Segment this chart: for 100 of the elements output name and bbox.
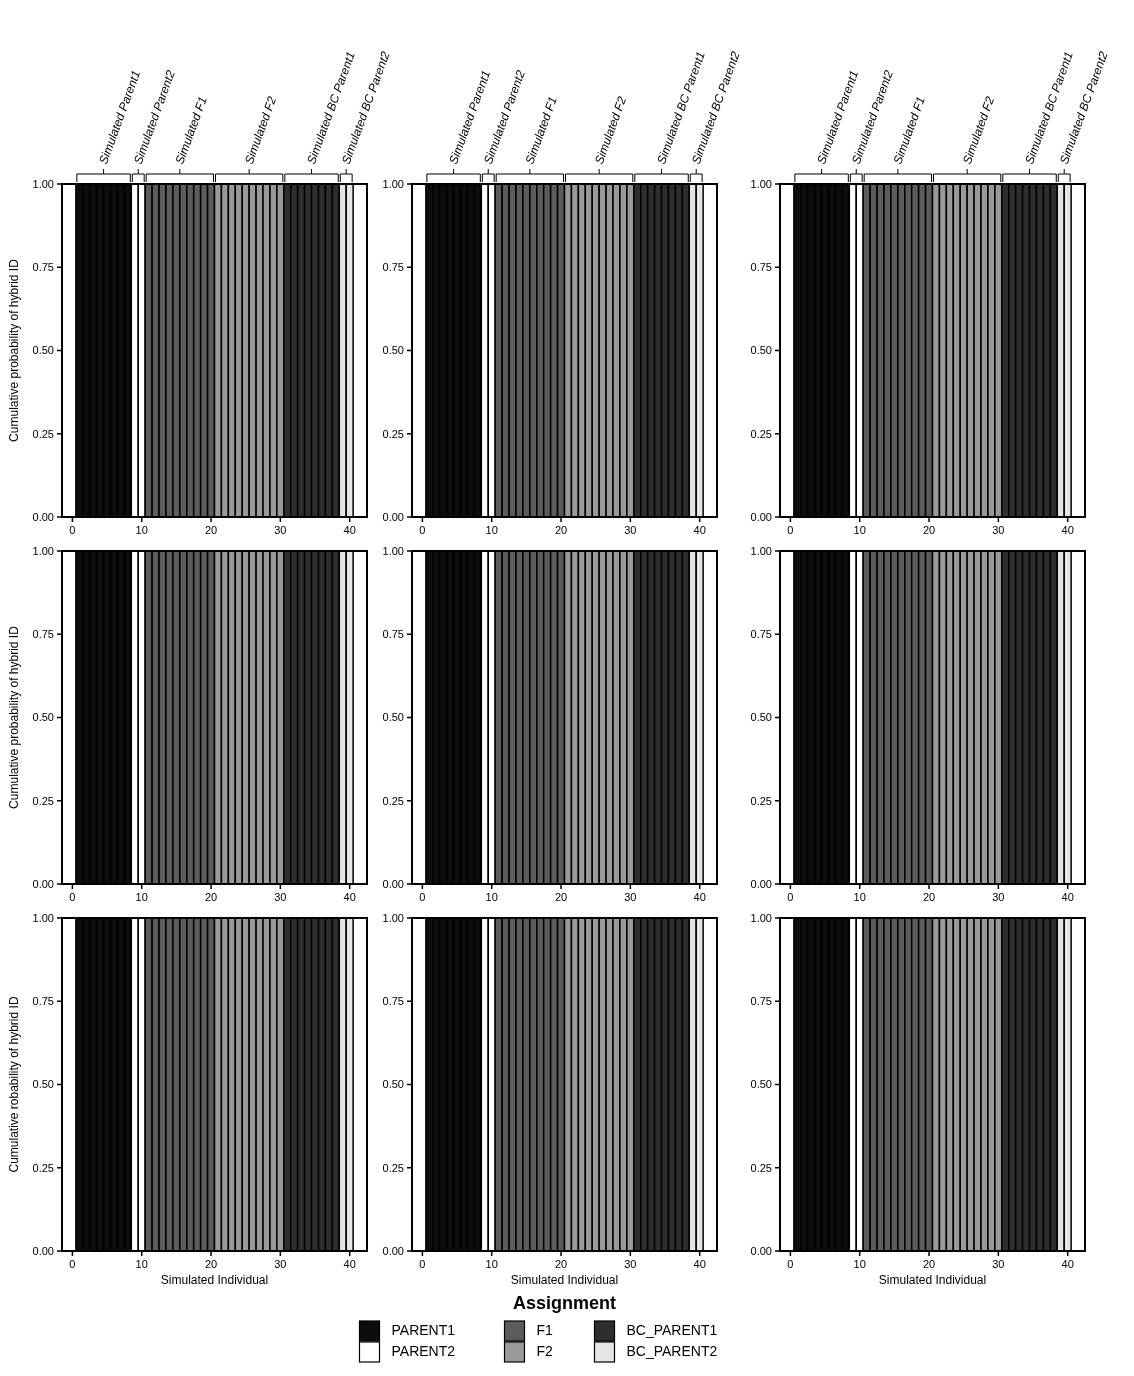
x-tick-label: 20 xyxy=(922,1258,936,1270)
y-tick-label: 0.75 xyxy=(750,261,772,274)
y-tick-label: 1.00 xyxy=(382,911,404,924)
x-tick-label: 10 xyxy=(485,1258,498,1270)
x-tick-label: 0 xyxy=(69,891,76,903)
y-tick-label: 0.50 xyxy=(32,711,54,724)
y-tick-label: 0.00 xyxy=(32,510,54,523)
x-tick-label: 0 xyxy=(419,1258,426,1270)
legend-label: F1 xyxy=(536,1322,554,1338)
x-tick-label: 20 xyxy=(204,891,218,903)
x-tick-label: 20 xyxy=(554,524,568,536)
x-tick-label: 10 xyxy=(853,891,866,903)
legend-title: Assignment xyxy=(512,1293,617,1313)
y-tick-label: 0.00 xyxy=(382,1244,404,1257)
y-tick-label: 1.00 xyxy=(32,911,54,924)
x-tick-label: 30 xyxy=(992,524,1005,536)
x-tick-label: 20 xyxy=(554,891,568,903)
y-axis-title: Cumulative probability of hybrid ID xyxy=(7,258,21,442)
y-tick-label: 0.00 xyxy=(750,510,772,523)
legend-label: BC_PARENT2 xyxy=(626,1343,718,1359)
y-tick-label: 1.00 xyxy=(750,911,772,924)
y-tick-label: 0.25 xyxy=(750,427,772,440)
y-tick-label: 1.00 xyxy=(32,544,54,557)
x-tick-label: 10 xyxy=(135,891,148,903)
x-tick-label: 20 xyxy=(922,524,936,536)
y-tick-label: 1.00 xyxy=(750,544,772,557)
y-tick-label: 0.25 xyxy=(32,1161,54,1174)
y-tick-label: 0.00 xyxy=(32,877,54,890)
y-tick-label: 0.25 xyxy=(32,427,54,440)
x-tick-label: 10 xyxy=(135,524,148,536)
x-tick-label: 0 xyxy=(787,524,794,536)
x-tick-label: 20 xyxy=(204,1258,218,1270)
x-tick-label: 40 xyxy=(1061,524,1074,536)
x-tick-label: 40 xyxy=(693,891,706,903)
x-tick-label: 40 xyxy=(693,524,706,536)
y-tick-label: 0.25 xyxy=(32,794,54,807)
x-axis-title: Simulated Individual xyxy=(878,1273,987,1287)
y-tick-label: 0.50 xyxy=(382,711,404,724)
y-tick-label: 0.25 xyxy=(750,794,772,807)
x-tick-label: 20 xyxy=(204,524,218,536)
legend-label: BC_PARENT1 xyxy=(626,1322,718,1338)
x-tick-label: 40 xyxy=(343,1258,356,1270)
y-tick-label: 0.50 xyxy=(382,344,404,357)
y-tick-label: 1.00 xyxy=(750,177,772,190)
y-tick-label: 0.75 xyxy=(32,995,54,1008)
x-tick-label: 30 xyxy=(992,1258,1005,1270)
x-axis-title: Simulated Individual xyxy=(510,1273,619,1287)
x-axis-title: Simulated Individual xyxy=(160,1273,269,1287)
x-tick-label: 30 xyxy=(992,891,1005,903)
y-tick-label: 0.25 xyxy=(750,1161,772,1174)
y-tick-label: 1.00 xyxy=(382,544,404,557)
x-tick-label: 30 xyxy=(624,891,637,903)
y-tick-label: 0.50 xyxy=(32,1078,54,1091)
y-tick-label: 0.25 xyxy=(382,427,404,440)
y-tick-label: 0.50 xyxy=(750,711,772,724)
x-tick-label: 40 xyxy=(1061,891,1074,903)
y-tick-label: 0.75 xyxy=(382,261,404,274)
y-tick-label: 0.50 xyxy=(32,344,54,357)
legend-label: PARENT1 xyxy=(391,1322,456,1338)
x-tick-label: 40 xyxy=(1061,1258,1074,1270)
x-tick-label: 40 xyxy=(343,891,356,903)
x-tick-label: 0 xyxy=(419,524,426,536)
y-tick-label: 0.75 xyxy=(382,628,404,641)
x-tick-label: 30 xyxy=(624,1258,637,1270)
x-tick-label: 0 xyxy=(787,891,794,903)
y-tick-label: 0.75 xyxy=(32,628,54,641)
y-tick-label: 0.00 xyxy=(750,877,772,890)
y-axis-title: Cumulative robability of hybrid ID xyxy=(7,996,21,1173)
y-tick-label: 0.00 xyxy=(382,510,404,523)
y-tick-label: 0.00 xyxy=(382,877,404,890)
y-tick-label: 0.75 xyxy=(32,261,54,274)
y-tick-label: 0.75 xyxy=(750,628,772,641)
y-tick-label: 0.50 xyxy=(750,1078,772,1091)
x-tick-label: 30 xyxy=(274,524,287,536)
y-tick-label: 0.75 xyxy=(382,995,404,1008)
y-tick-label: 1.00 xyxy=(32,177,54,190)
legend-label: F2 xyxy=(536,1343,554,1359)
y-tick-label: 0.50 xyxy=(750,344,772,357)
legend-label: PARENT2 xyxy=(391,1343,456,1359)
y-tick-label: 0.25 xyxy=(382,1161,404,1174)
x-tick-label: 30 xyxy=(274,1258,287,1270)
x-tick-label: 0 xyxy=(69,1258,76,1270)
x-tick-label: 30 xyxy=(624,524,637,536)
x-tick-label: 0 xyxy=(419,891,426,903)
x-tick-label: 10 xyxy=(853,524,866,536)
x-tick-label: 10 xyxy=(853,1258,866,1270)
y-tick-label: 0.00 xyxy=(750,1244,772,1257)
x-tick-label: 40 xyxy=(693,1258,706,1270)
x-tick-label: 10 xyxy=(135,1258,148,1270)
x-tick-label: 10 xyxy=(485,524,498,536)
y-tick-label: 0.50 xyxy=(382,1078,404,1091)
y-tick-label: 0.25 xyxy=(382,794,404,807)
x-tick-label: 30 xyxy=(274,891,287,903)
y-tick-label: 0.75 xyxy=(750,995,772,1008)
y-axis-title: Cumulative probability of hybrid ID xyxy=(7,625,21,809)
x-tick-label: 0 xyxy=(787,1258,794,1270)
x-tick-label: 40 xyxy=(343,524,356,536)
x-tick-label: 10 xyxy=(485,891,498,903)
x-tick-label: 0 xyxy=(69,524,76,536)
x-tick-label: 20 xyxy=(554,1258,568,1270)
